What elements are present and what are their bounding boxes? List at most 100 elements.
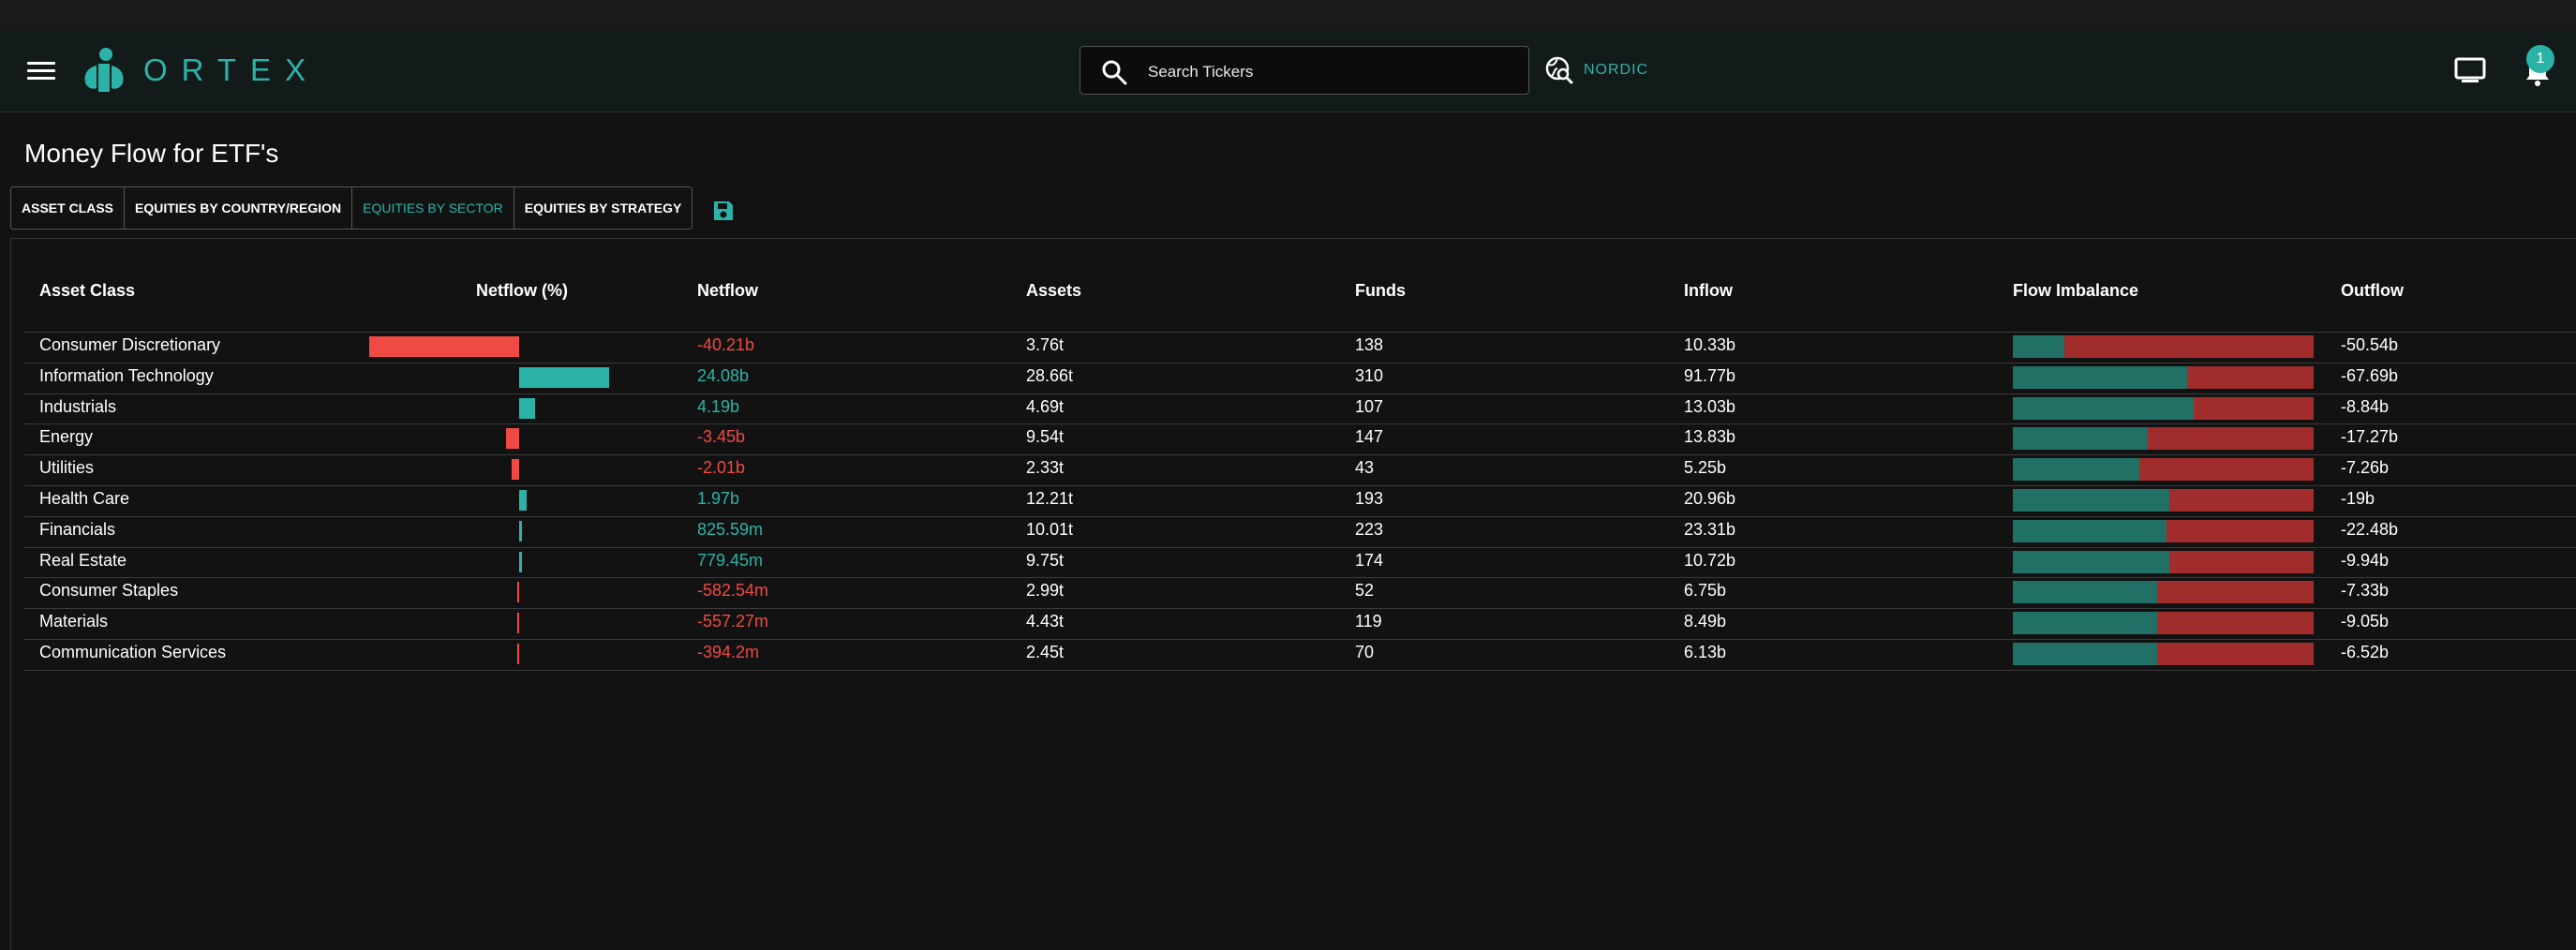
notification-badge[interactable]: 1 <box>2526 45 2554 73</box>
outflow-segment <box>2193 396 2314 420</box>
asset-class-cell: Consumer Staples <box>39 581 179 601</box>
flow-imbalance-bar <box>2013 458 2314 482</box>
inflow-cell: 23.31b <box>1684 519 1736 539</box>
asset-class-cell: Health Care <box>39 489 130 508</box>
netflow-pct-bar <box>516 644 519 664</box>
funds-cell: 138 <box>1355 335 1384 354</box>
tab-equities-by-country-region[interactable]: EQUITIES BY COUNTRY/REGION <box>125 187 353 229</box>
inflow-segment <box>2013 365 2188 389</box>
outflow-segment <box>2157 581 2314 604</box>
save-icon[interactable] <box>712 200 735 222</box>
netflow-pct-bar <box>519 520 523 542</box>
col-header-netflow-pct[interactable]: Netflow (%) <box>476 281 568 300</box>
outflow-cell: -9.94b <box>2341 550 2390 570</box>
netflow-pct-bar <box>516 582 519 603</box>
inflow-cell: 13.03b <box>1684 396 1736 416</box>
flow-imbalance-bar <box>2013 519 2314 542</box>
netflow-cell: 4.19b <box>697 396 740 416</box>
col-header-outflow[interactable]: Outflow <box>2341 281 2404 300</box>
region-label: NORDIC <box>1584 62 1649 78</box>
tab-equities-by-strategy[interactable]: EQUITIES BY STRATEGY <box>524 200 682 215</box>
asset-class-cell: Materials <box>39 612 109 631</box>
outflow-cell: -50.54b <box>2341 335 2399 354</box>
region-selector[interactable]: NORDIC <box>1544 55 1648 85</box>
assets-cell: 2.45t <box>1026 643 1065 661</box>
outflow-cell: -8.84b <box>2341 396 2390 416</box>
assets-cell: 10.01t <box>1026 519 1074 539</box>
table-divider <box>24 393 2576 394</box>
inflow-cell: 6.75b <box>1684 581 1727 601</box>
menu-icon[interactable] <box>27 60 55 82</box>
funds-cell: 193 <box>1355 489 1384 508</box>
netflow-pct-bar <box>519 551 523 572</box>
netflow-cell: -3.45b <box>697 427 746 447</box>
inflow-cell: 8.49b <box>1684 612 1727 631</box>
outflow-cell: -7.26b <box>2341 458 2390 478</box>
inflow-cell: 91.77b <box>1684 365 1736 385</box>
table-divider <box>24 362 2576 364</box>
netflow-pct-bar <box>519 366 609 388</box>
outflow-segment <box>2148 427 2314 451</box>
table-divider <box>24 639 2576 640</box>
tab-equities-by-sector[interactable]: EQUITIES BY SECTOR <box>352 187 514 229</box>
inflow-cell: 10.72b <box>1684 550 1736 570</box>
col-header-assets[interactable]: Assets <box>1026 281 1082 300</box>
logo-text: ORTEX <box>143 52 320 87</box>
netflow-pct-bar <box>516 613 519 634</box>
inflow-segment <box>2013 643 2158 665</box>
top-strip <box>0 0 2576 29</box>
asset-class-cell: Utilities <box>39 458 95 478</box>
netflow-cell: -557.27m <box>697 612 769 631</box>
funds-cell: 43 <box>1355 458 1375 478</box>
assets-cell: 9.54t <box>1026 427 1065 447</box>
asset-class-cell: Communication Services <box>39 643 227 661</box>
outflow-segment <box>2157 643 2314 665</box>
outflow-segment <box>2063 335 2314 358</box>
assets-cell: 9.75t <box>1026 550 1065 570</box>
inflow-segment <box>2013 396 2194 420</box>
table-divider <box>24 577 2576 579</box>
funds-cell: 119 <box>1355 612 1382 631</box>
inflow-segment <box>2013 581 2158 604</box>
table-divider <box>24 546 2576 548</box>
outflow-segment <box>2168 489 2314 512</box>
netflow-pct-bar <box>519 490 527 511</box>
tab-asset-class[interactable]: ASSET CLASS <box>11 187 126 229</box>
table-divider <box>24 608 2576 610</box>
netflow-cell: 1.97b <box>697 489 740 508</box>
funds-cell: 310 <box>1355 365 1384 385</box>
inflow-segment <box>2013 335 2064 358</box>
netflow-pct-bar <box>519 397 535 419</box>
outflow-cell: -19b <box>2341 489 2375 508</box>
col-header-flow-imbalance[interactable]: Flow Imbalance <box>2013 281 2139 300</box>
netflow-cell: 24.08b <box>697 365 750 385</box>
inflow-segment <box>2013 519 2167 542</box>
logo[interactable]: ORTEX <box>82 44 320 96</box>
inflow-segment <box>2013 427 2149 451</box>
monitor-icon[interactable] <box>2454 56 2486 84</box>
app-header: ORTEX Search Tickers NORDIC 1 <box>0 29 2576 112</box>
netflow-cell: 779.45m <box>697 550 764 570</box>
col-header-asset-class[interactable]: Asset Class <box>39 281 136 300</box>
table-divider <box>24 485 2576 486</box>
flow-imbalance-bar <box>2013 612 2314 635</box>
inflow-cell: 6.13b <box>1684 643 1727 661</box>
search-input[interactable]: Search Tickers <box>1080 46 1529 95</box>
col-header-inflow[interactable]: Inflow <box>1684 281 1733 300</box>
table-divider <box>24 515 2576 517</box>
asset-class-cell: Information Technology <box>39 365 214 385</box>
inflow-cell: 13.83b <box>1684 427 1736 447</box>
globe-search-icon <box>1545 56 1573 84</box>
netflow-pct-bar <box>506 428 519 450</box>
asset-class-cell: Consumer Discretionary <box>39 335 221 354</box>
table-divider <box>24 423 2576 425</box>
asset-class-cell: Financials <box>39 519 116 539</box>
col-header-netflow[interactable]: Netflow <box>697 281 758 300</box>
search-placeholder: Search Tickers <box>1148 63 1254 81</box>
flow-imbalance-bar <box>2013 396 2314 420</box>
assets-cell: 2.33t <box>1026 458 1065 478</box>
page-title: Money Flow for ETF's <box>24 139 279 168</box>
col-header-funds[interactable]: Funds <box>1355 281 1406 300</box>
asset-class-cell: Industrials <box>39 396 117 416</box>
outflow-cell: -22.48b <box>2341 519 2399 539</box>
